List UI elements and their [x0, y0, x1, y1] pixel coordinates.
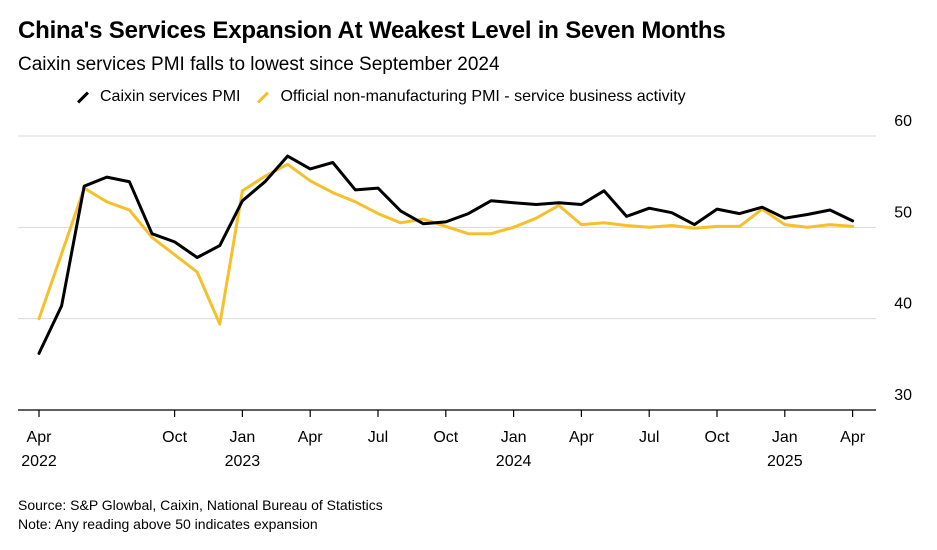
- source-note: Source: S&P Glowbal, Caixin, National Bu…: [18, 497, 383, 513]
- x-tick-label-apr: Apr: [840, 429, 866, 446]
- x-tick-label-jan-2023: Jan: [230, 429, 256, 446]
- x-tick-label-jan-2024: Jan: [501, 429, 527, 446]
- x-tick-label-oct: Oct: [162, 429, 187, 446]
- legend-item-caixin: Caixin services PMI: [76, 88, 240, 106]
- x-axis: [18, 409, 876, 417]
- y-tick-label-50: 50: [894, 204, 912, 221]
- expansion-note: Note: Any reading above 50 indicates exp…: [18, 516, 318, 532]
- legend-label-official: Official non-manufacturing PMI - service…: [280, 88, 686, 105]
- x-tick-year-2022: 2022: [21, 453, 57, 470]
- x-tick-label-oct: Oct: [705, 429, 730, 446]
- chart-title: China's Services Expansion At Weakest Le…: [18, 17, 726, 44]
- series-lines: [37, 154, 855, 355]
- x-tick-label-jul: Jul: [639, 429, 659, 446]
- chart-subtitle: Caixin services PMI falls to lowest sinc…: [18, 54, 500, 75]
- legend-label-caixin: Caixin services PMI: [100, 88, 241, 105]
- x-tick-label-oct: Oct: [433, 429, 458, 446]
- chart-legend: Caixin services PMI Official non-manufac…: [76, 86, 702, 108]
- x-tick-label-apr: Apr: [569, 429, 595, 446]
- x-tick-year-2023: 2023: [225, 453, 261, 470]
- series-line-official-non-manufacturing-pmi: [37, 162, 855, 326]
- legend-item-official: Official non-manufacturing PMI - service…: [256, 88, 686, 106]
- x-tick-label-jan-2025: Jan: [772, 429, 798, 446]
- x-tick-label-apr: Apr: [298, 429, 324, 446]
- series-line-caixin-services-pmi: [37, 154, 855, 355]
- y-tick-label-60: 60: [894, 113, 912, 130]
- x-tick-year-2025: 2025: [767, 453, 803, 470]
- x-axis-tick-labels: Apr 2022 Oct Jan 2023 Apr Jul Oct Jan 2024 Apr Jul O…: [21, 429, 866, 470]
- chart-footer: Source: S&P Glowbal, Caixin, National Bu…: [18, 496, 383, 534]
- x-tick-label-apr-2022: Apr: [27, 429, 53, 446]
- x-tick-year-2024: 2024: [496, 453, 532, 470]
- x-tick-label-jul: Jul: [368, 429, 388, 446]
- y-axis-tick-labels: 60 50 40 30: [894, 113, 912, 404]
- y-tick-label-30: 30: [894, 387, 912, 404]
- y-tick-label-40: 40: [894, 296, 912, 313]
